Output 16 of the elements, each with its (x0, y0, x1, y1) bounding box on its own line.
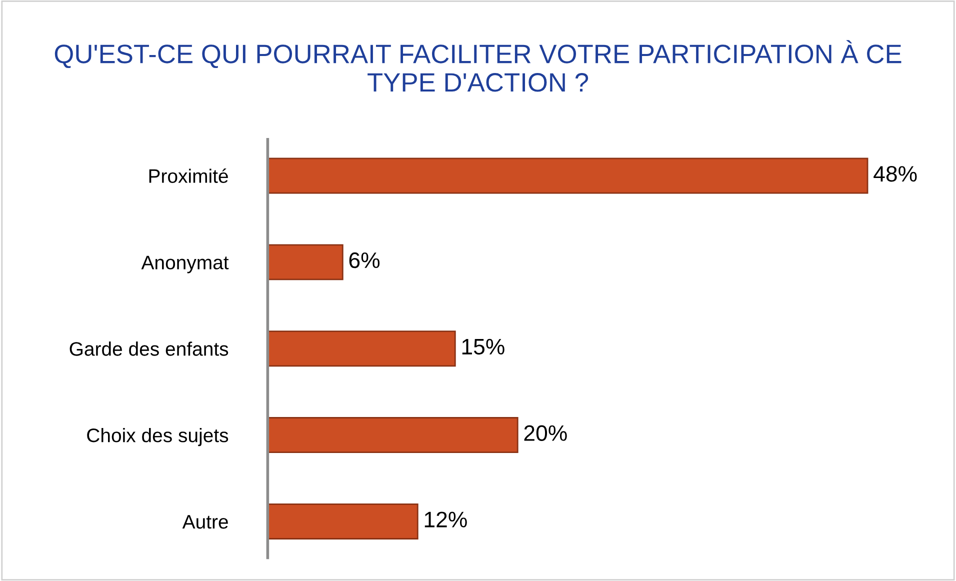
bar (268, 244, 344, 280)
data-label: 15% (462, 338, 504, 355)
y-tick-label: Anonymat (141, 256, 229, 274)
y-tick-label: Autre (182, 515, 228, 529)
data-label: 12% (424, 512, 467, 528)
y-tick-label: Choix des sujets (87, 428, 228, 446)
chart-title: QU'EST-CE QUI POURRAIT FACILITER VOTRE PARTICIPATION À CE TYPE D'ACTION ? (54, 40, 902, 92)
data-label: 20% (524, 425, 567, 441)
y-tick-label: Proximité (149, 168, 228, 183)
data-label: 6% (349, 252, 380, 268)
bar (268, 330, 456, 367)
bar (268, 417, 518, 454)
bar (268, 158, 868, 194)
bar (268, 503, 418, 540)
data-label: 48% (874, 166, 917, 182)
y-tick-label: Garde des enfants (70, 342, 228, 356)
